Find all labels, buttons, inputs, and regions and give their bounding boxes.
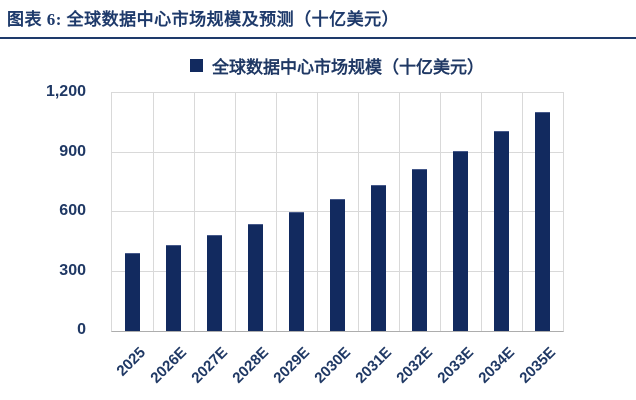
bar-2032E [412,169,427,331]
x-tick-2025: 2025 [113,344,150,380]
gridline-x-3 [235,93,236,331]
chart-legend: 全球数据中心市场规模（十亿美元） [111,54,563,77]
bar-2034E [494,131,509,331]
gridline-x-5 [317,93,318,331]
bar-2025 [125,253,140,331]
plot-area [111,92,564,332]
x-tick-2027E: 2027E [188,344,232,387]
figure-title: 图表 6: 全球数据中心市场规模及预测（十亿美元） [7,10,400,29]
bar-2027E [207,235,222,331]
x-tick-2035E: 2035E [516,344,560,387]
bar-2030E [330,199,345,331]
gridline-x-6 [358,93,359,331]
gridline-x-7 [399,93,400,331]
gridline-x-8 [440,93,441,331]
x-tick-2030E: 2030E [311,344,355,387]
title-divider [0,37,636,39]
x-tick-2026E: 2026E [147,344,191,387]
y-tick-600: 600 [59,202,86,219]
bar-2029E [289,212,304,331]
bar-2031E [371,185,386,331]
bar-2033E [453,151,468,331]
x-tick-2028E: 2028E [229,344,273,387]
x-tick-2034E: 2034E [475,344,519,387]
x-tick-2031E: 2031E [352,344,396,387]
x-tick-2029E: 2029E [270,344,314,387]
gridline-x-2 [194,93,195,331]
bar-2035E [535,112,550,331]
y-tick-1,200: 1,200 [45,83,86,100]
bar-2028E [248,224,263,331]
y-tick-900: 900 [59,142,86,160]
legend-marker-icon [190,58,203,72]
gridline-x-1 [153,93,154,331]
y-tick-0: 0 [77,321,86,338]
gridline-y-900 [112,151,563,153]
x-tick-2032E: 2032E [393,344,437,387]
x-tick-2033E: 2033E [434,344,478,387]
gridline-x-4 [276,93,277,331]
y-tick-300: 300 [59,261,86,279]
legend-label: 全球数据中心市场规模（十亿美元） [212,57,484,77]
gridline-x-10 [522,93,523,331]
gridline-x-9 [481,93,482,331]
bar-2026E [166,245,181,331]
